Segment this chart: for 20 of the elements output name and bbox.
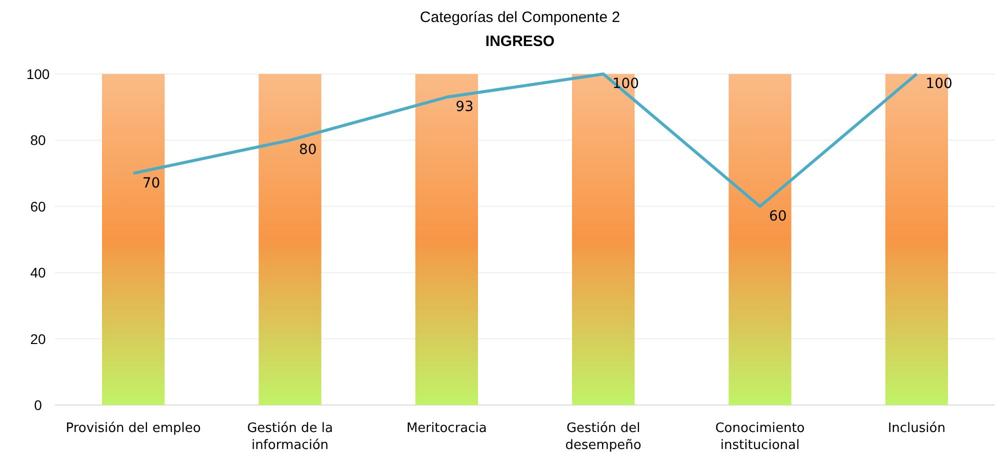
- y-tick-label: 20: [30, 330, 46, 347]
- y-tick-label: 40: [30, 264, 46, 281]
- x-tick-label: Gestión del desempeño: [565, 421, 642, 453]
- x-tick-label: Provisión del empleo: [66, 421, 201, 436]
- x-tick-label: Meritocracia: [406, 421, 487, 436]
- data-label: 93: [456, 99, 474, 116]
- data-label: 70: [142, 175, 160, 192]
- x-tick-label: Inclusión: [888, 421, 946, 436]
- data-label: 60: [769, 208, 787, 224]
- data-label: 100: [926, 76, 952, 92]
- y-tick-label: 60: [30, 198, 46, 214]
- x-tick-label: Gestión de la información: [247, 421, 333, 453]
- chart-title: Categorías del Componente 2: [420, 9, 620, 26]
- y-tick-label: 80: [30, 132, 46, 148]
- line-series: [132, 72, 918, 208]
- chart-subtitle: INGRESO: [485, 33, 555, 50]
- x-tick-label: Conocimiento institucional: [715, 421, 805, 453]
- y-tick-label: 0: [34, 397, 42, 413]
- data-label: 80: [299, 142, 317, 158]
- y-tick-label: 100: [26, 66, 50, 82]
